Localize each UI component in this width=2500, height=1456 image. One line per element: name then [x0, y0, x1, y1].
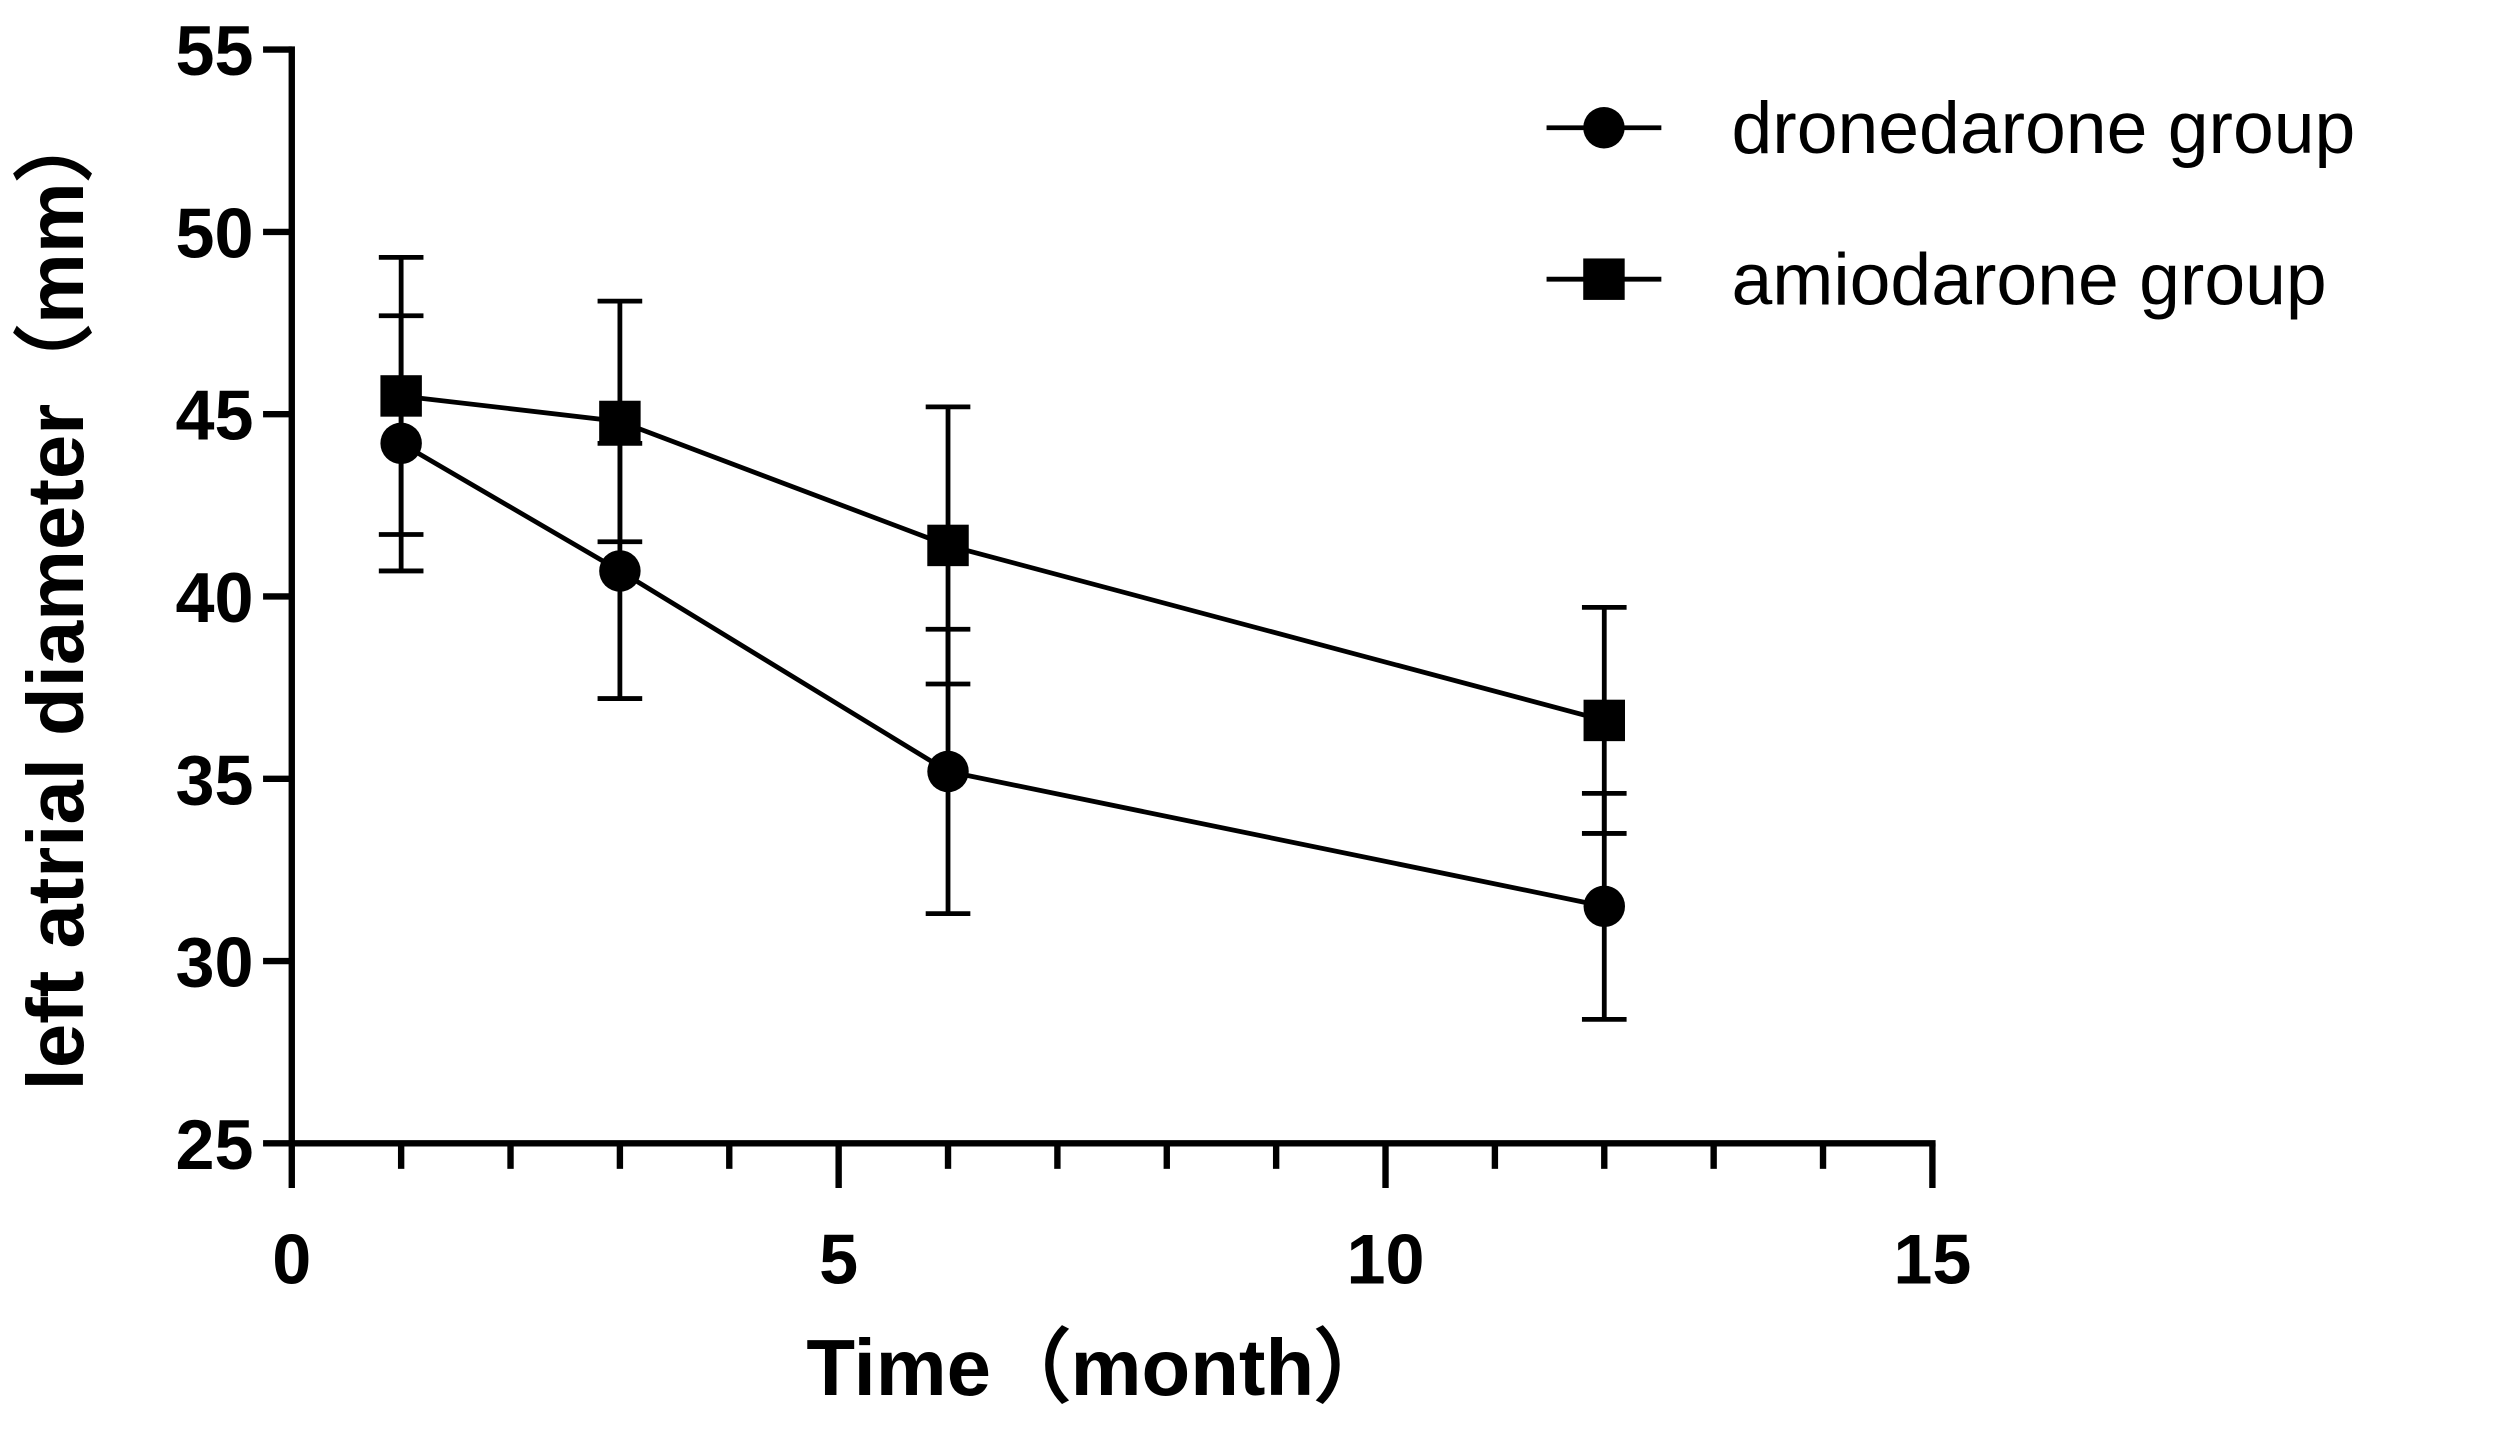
data-point — [927, 750, 969, 793]
data-point — [1583, 699, 1625, 742]
legend-label: dronedarone group — [1732, 87, 2356, 169]
series-line — [400, 393, 1605, 723]
y-tick-label: 30 — [175, 923, 253, 1002]
series-line — [399, 441, 1605, 909]
x-tick-label: 5 — [819, 1220, 858, 1299]
x-tick-label: 0 — [272, 1220, 311, 1299]
y-tick-label: 55 — [175, 11, 253, 90]
x-tick-label: 10 — [1347, 1220, 1425, 1299]
data-point — [927, 524, 969, 567]
y-tick-label: 40 — [175, 558, 253, 637]
y-tick-label: 45 — [175, 376, 253, 455]
data-point — [380, 375, 422, 417]
y-axis-label: left atrial diameter（mm） — [11, 103, 100, 1091]
data-point — [599, 400, 641, 443]
legend-marker — [1583, 106, 1625, 149]
data-point — [1583, 885, 1625, 928]
y-tick-label: 25 — [175, 1105, 253, 1184]
x-tick-label: 15 — [1893, 1220, 1971, 1299]
legend-label: amiodarone group — [1732, 239, 2327, 321]
y-tick-label: 35 — [175, 740, 253, 819]
data-point — [599, 550, 641, 592]
y-tick-label: 50 — [175, 193, 253, 272]
legend-marker — [1583, 258, 1625, 300]
x-axis-label: Time（month） — [806, 1323, 1393, 1412]
